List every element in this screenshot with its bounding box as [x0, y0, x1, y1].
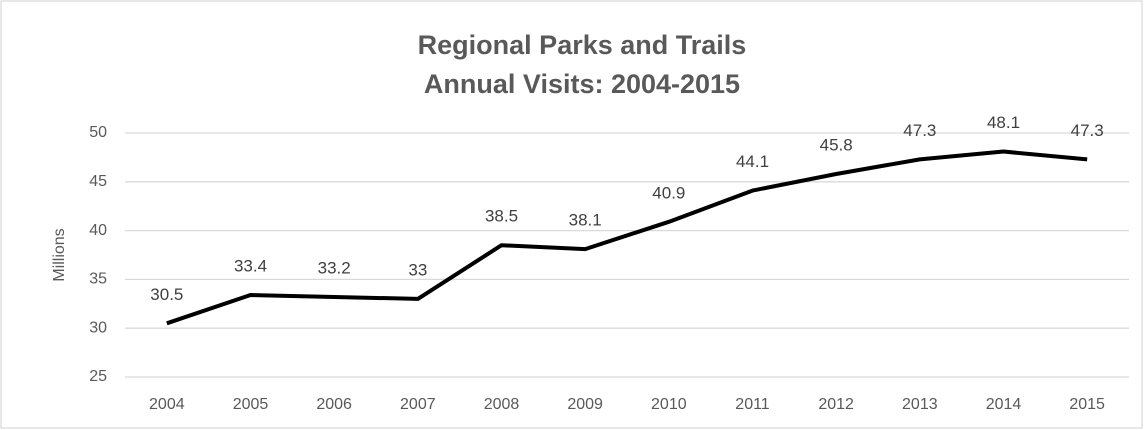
data-label: 38.1	[569, 211, 602, 230]
data-line	[166, 149, 1088, 326]
data-label: 30.5	[150, 285, 183, 304]
x-tick-label: 2014	[986, 396, 1022, 413]
x-tick-label: 2005	[233, 396, 269, 413]
data-label: 33.4	[234, 257, 267, 276]
x-tick-label: 2012	[818, 396, 854, 413]
x-tick-label: 2007	[400, 396, 436, 413]
y-tick-label: 40	[89, 222, 107, 239]
x-tick-label: 2006	[316, 396, 352, 413]
data-label: 38.5	[485, 207, 518, 226]
x-tick-label: 2004	[149, 396, 185, 413]
data-label: 33	[408, 260, 427, 279]
data-label: 45.8	[820, 135, 853, 154]
data-label: 44.1	[736, 152, 769, 171]
y-tick-label: 50	[89, 124, 107, 141]
x-tick-label: 2011	[735, 396, 770, 413]
data-label: 47.3	[903, 121, 936, 140]
x-tick-label: 2013	[902, 396, 938, 413]
y-tick-label: 25	[89, 368, 107, 385]
data-label: 40.9	[652, 183, 685, 202]
x-tick-label: 2008	[484, 396, 520, 413]
y-axis-label: Millions	[51, 228, 68, 281]
x-tick-label: 2009	[567, 396, 603, 413]
chart-title: Regional Parks and Trails	[418, 30, 747, 60]
y-tick-label: 35	[89, 271, 107, 288]
chart-title: Annual Visits: 2004-2015	[424, 69, 740, 99]
x-tick-label: 2010	[651, 396, 687, 413]
y-tick-label: 30	[89, 319, 107, 336]
data-label: 48.1	[987, 113, 1020, 132]
data-label: 47.3	[1071, 121, 1104, 140]
y-tick-label: 45	[89, 173, 107, 190]
data-label: 33.2	[318, 258, 351, 277]
x-tick-label: 2015	[1069, 396, 1105, 413]
